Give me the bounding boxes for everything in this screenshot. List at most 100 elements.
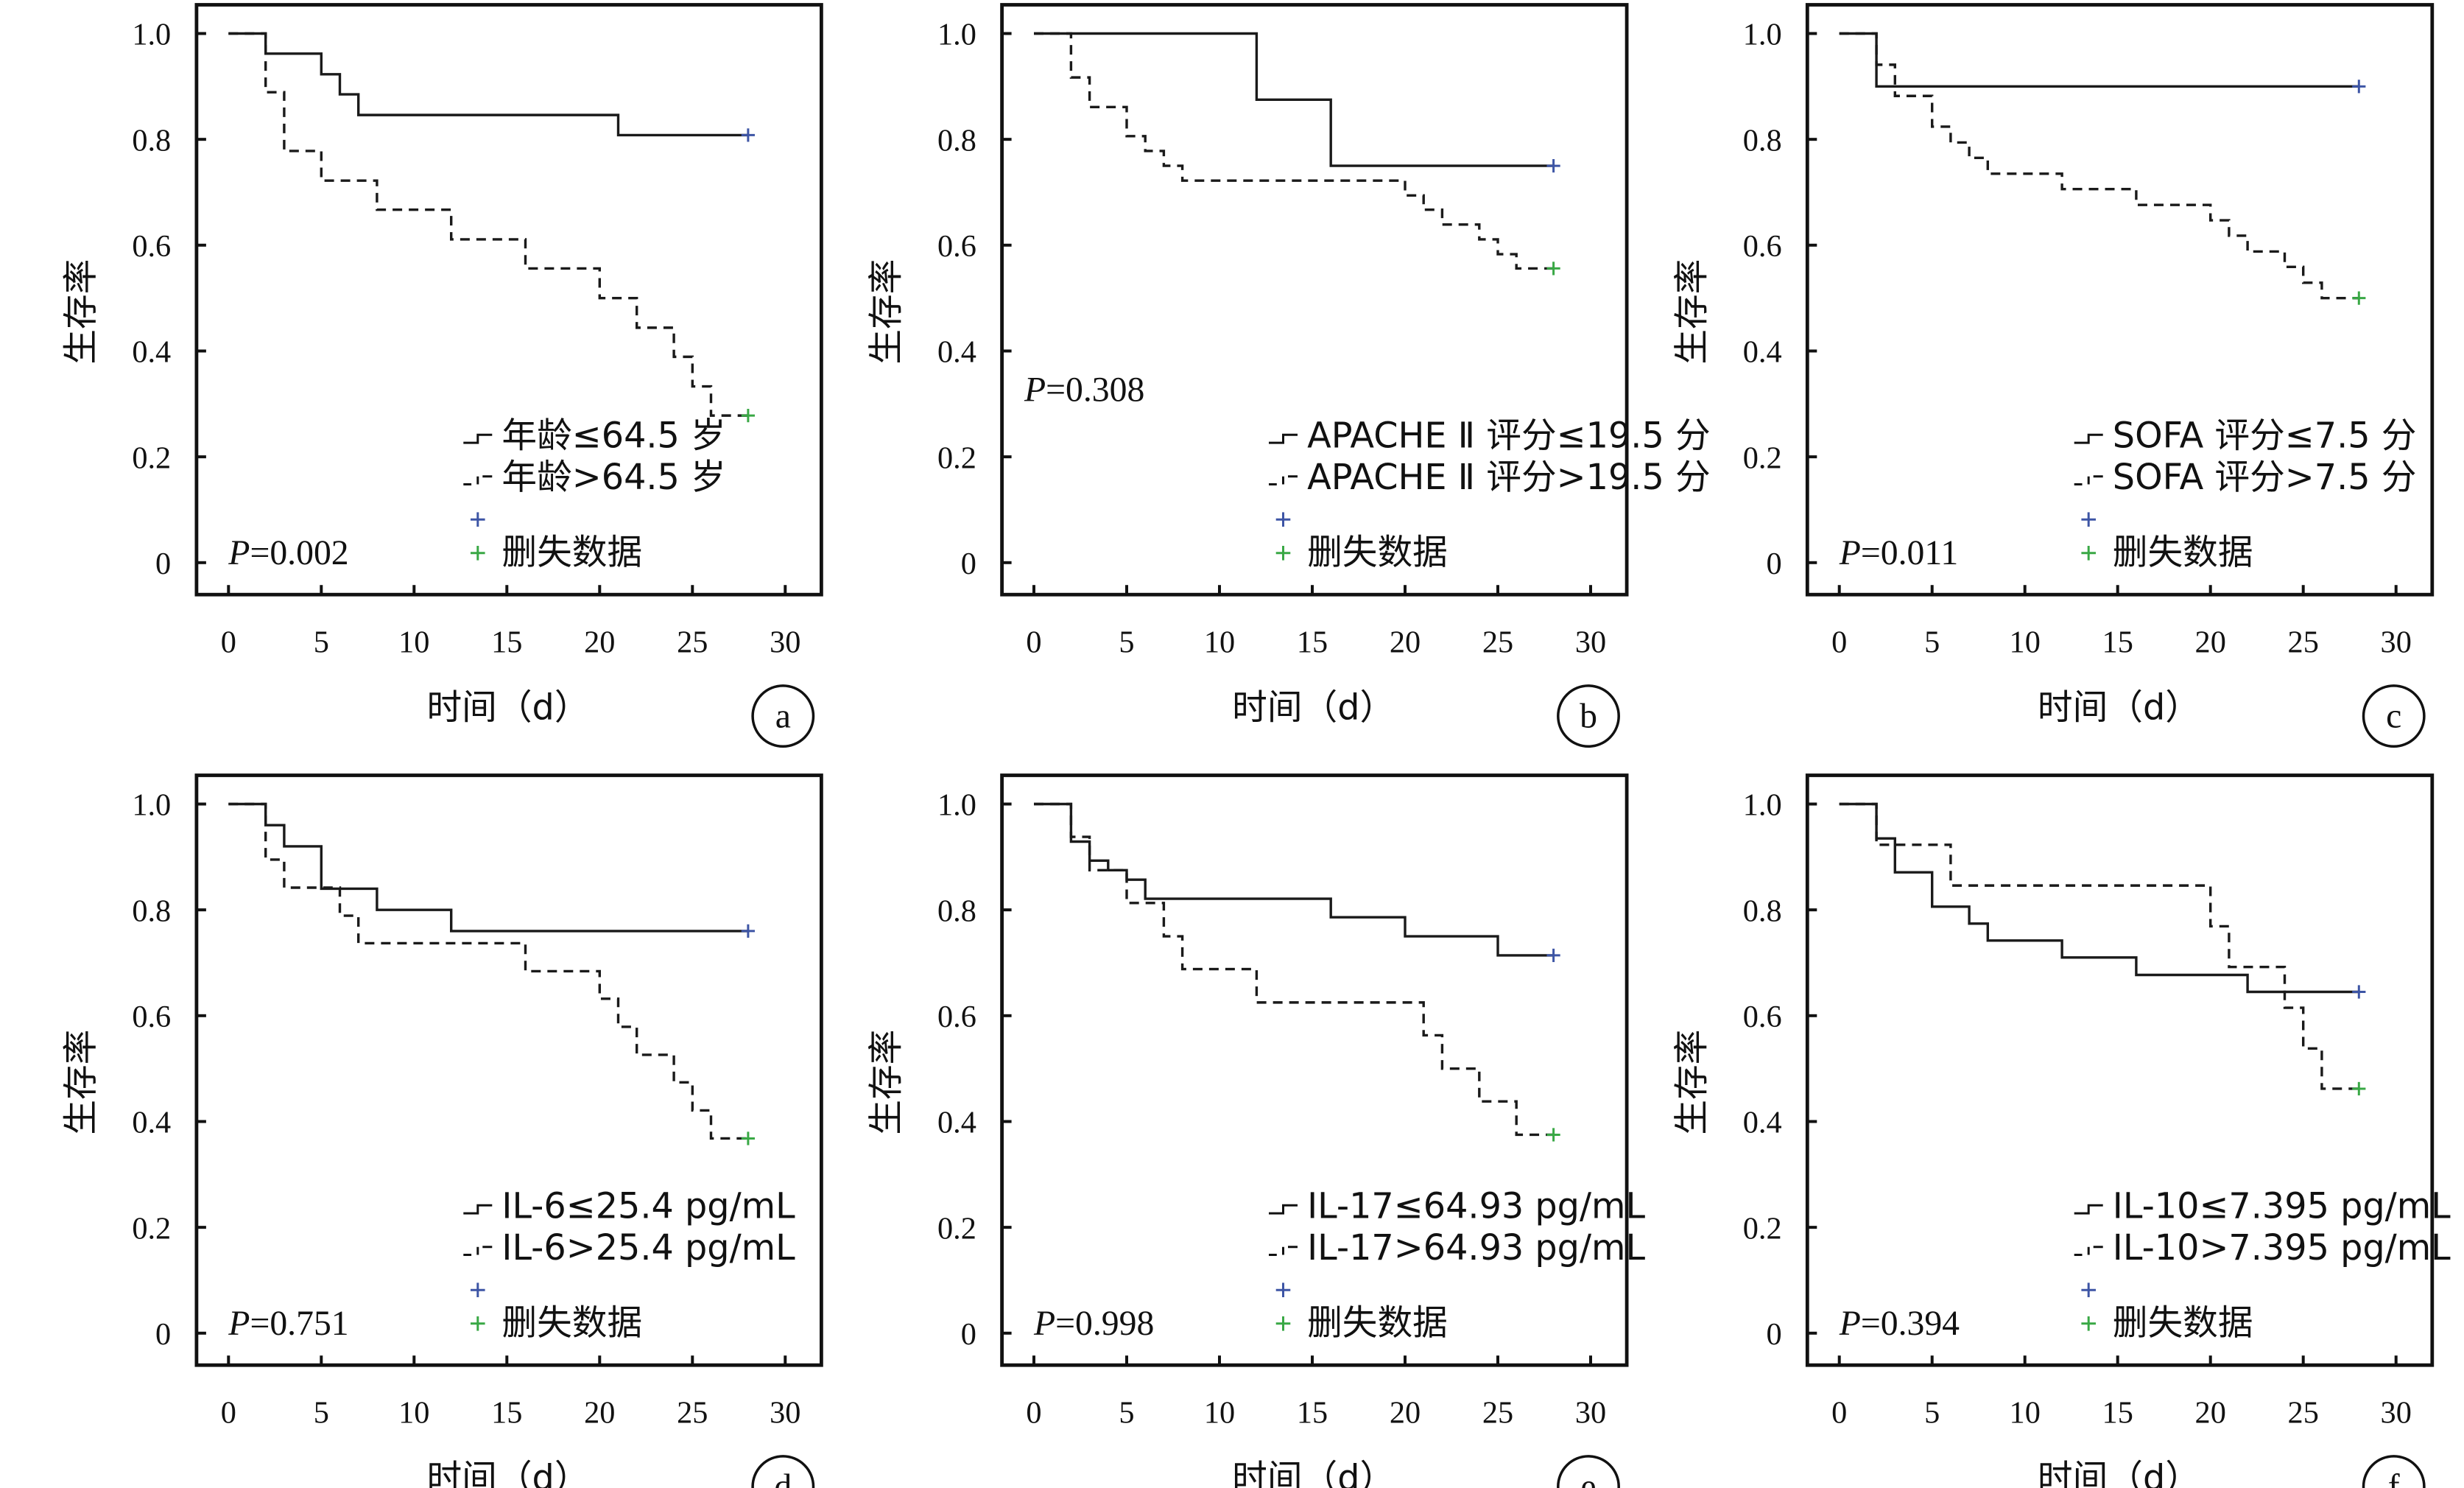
x-tick-label: 30: [770, 625, 800, 659]
x-tick-label: 25: [1482, 625, 1513, 659]
p-symbol: P: [228, 533, 250, 572]
y-tick-label: 0.2: [1743, 441, 1782, 475]
y-tick-label: 0.2: [132, 1211, 171, 1246]
x-tick-label: 15: [1297, 625, 1328, 659]
legend-entry: IL-17≤64.93 pg/mL: [1307, 1187, 1645, 1227]
x-tick-label: 15: [2102, 625, 2133, 659]
x-tick-label: 25: [1482, 1395, 1513, 1430]
censor-mark: [741, 128, 755, 142]
panel-d: 0 0.2 0.4 0.6 0.8 1.0 0 5 10 15 20 25 30 时间（d） 生存率 d IL-…: [61, 773, 823, 1488]
solid-survival-curve: [1034, 32, 1554, 167]
legend-dashed-sample: [1269, 1246, 1298, 1256]
y-tick-label: 0.6: [937, 1000, 976, 1034]
x-tick-label: 30: [1575, 625, 1606, 659]
x-tick-label: 0: [1831, 1395, 1847, 1430]
dashed-survival-curve: [1034, 802, 1554, 1137]
y-tick-label: 0.6: [1743, 229, 1782, 264]
x-axis-label: 时间（d）: [2038, 1459, 2200, 1488]
legend-entry: IL-10≤7.395 pg/mL: [2113, 1187, 2451, 1227]
legend-entry: 删失数据: [2113, 1303, 2253, 1344]
y-tick-label: 0.2: [1743, 1211, 1782, 1246]
y-tick-label: 0.2: [132, 441, 171, 475]
p-value-annotation: P=0.308: [1024, 371, 1144, 410]
legend-solid-sample: [2074, 433, 2103, 444]
p-value: =0.002: [250, 533, 348, 572]
solid-survival-curve: [1839, 802, 2359, 994]
panel-label: d: [774, 1467, 792, 1488]
y-tick-label: 0.8: [1743, 123, 1782, 158]
panel-label-circle: [2362, 684, 2426, 748]
y-axis-label: 生存率: [61, 1030, 102, 1135]
dashed-survival-curve: [228, 32, 748, 417]
censor-mark: [741, 1131, 755, 1145]
legend-entry: 删失数据: [2113, 533, 2253, 573]
solid-survival-curve: [1839, 32, 2359, 88]
x-tick-label: 30: [2381, 1395, 2412, 1430]
legend-entry: 年龄>64.5 岁: [501, 457, 725, 498]
x-tick-label: 25: [2288, 1395, 2319, 1430]
legend-entry: 删失数据: [1307, 1303, 1448, 1344]
y-tick-label: 0.4: [1743, 335, 1782, 370]
y-tick-label: 0.6: [937, 229, 976, 264]
legend-entry: 删失数据: [1307, 533, 1448, 573]
x-tick-label: 5: [1119, 625, 1134, 659]
panel-c: 0 0.2 0.4 0.6 0.8 1.0 0 5 10 15 20 25 30 时间（d） 生存率 c SOF…: [1672, 3, 2435, 748]
x-tick-label: 5: [1119, 1395, 1134, 1430]
panel-label-circle: [1557, 684, 1620, 748]
panel-label-circle: [751, 1455, 815, 1488]
x-tick-label: 10: [2010, 1395, 2041, 1430]
dashed-survival-curve: [1839, 802, 2359, 1090]
x-tick-label: 25: [2288, 625, 2319, 659]
y-tick-label: 0.4: [132, 1106, 171, 1140]
y-tick-label: 0.4: [1743, 1106, 1782, 1140]
legend-dashed-sample: [463, 475, 493, 485]
p-value-annotation: P=0.002: [228, 533, 348, 572]
x-axis-label: 时间（d）: [1232, 1459, 1395, 1488]
censor-mark: [1546, 948, 1560, 963]
legend-entry: APACHE Ⅱ 评分>19.5 分: [1307, 457, 1711, 498]
censor-mark: [2352, 1081, 2366, 1096]
censor-mark: [741, 924, 755, 938]
y-tick-label: 1.0: [132, 788, 171, 823]
legend-entry: IL-6>25.4 pg/mL: [501, 1228, 795, 1268]
y-tick-label: 1.0: [1743, 18, 1782, 52]
x-tick-label: 0: [1026, 1395, 1041, 1430]
x-tick-label: 15: [1297, 1395, 1328, 1430]
y-tick-label: 0: [155, 1317, 171, 1352]
legend-entry: APACHE Ⅱ 评分≤19.5 分: [1307, 416, 1711, 457]
x-tick-label: 5: [1924, 1395, 1940, 1430]
x-tick-label: 30: [770, 1395, 800, 1430]
plot-frame: [194, 3, 823, 597]
x-axis-label: 时间（d）: [426, 1459, 589, 1488]
p-value-annotation: P=0.011: [1839, 533, 1959, 572]
p-symbol: P: [1839, 1304, 1861, 1343]
x-tick-label: 20: [2195, 1395, 2226, 1430]
panel-label-circle: [751, 684, 815, 748]
p-value-annotation: P=0.394: [1839, 1304, 1960, 1343]
x-tick-label: 10: [2010, 625, 2041, 659]
x-axis-label: 时间（d）: [2038, 688, 2200, 729]
plot-frame: [1000, 773, 1629, 1367]
x-tick-label: 25: [677, 1395, 708, 1430]
plot-frame: [194, 773, 823, 1367]
y-axis-label: 生存率: [1672, 1030, 1712, 1135]
x-tick-label: 30: [1575, 1395, 1606, 1430]
x-tick-label: 15: [2102, 1395, 2133, 1430]
y-tick-label: 0.4: [132, 335, 171, 370]
legend-entry: IL-17>64.93 pg/mL: [1307, 1228, 1645, 1268]
legend-entry: IL-10>7.395 pg/mL: [2113, 1228, 2451, 1268]
censor-mark: [2352, 291, 2366, 305]
legend-entry: IL-6≤25.4 pg/mL: [501, 1187, 795, 1227]
y-axis-label: 生存率: [867, 1030, 907, 1135]
x-tick-label: 20: [584, 625, 615, 659]
panel-label: b: [1580, 696, 1597, 735]
panel-label: a: [775, 696, 791, 735]
x-tick-label: 0: [1026, 625, 1041, 659]
plot-frame: [1000, 3, 1629, 597]
legend-entry: 删失数据: [501, 1303, 642, 1344]
panel-label: e: [1580, 1467, 1596, 1488]
legend-entry: 年龄≤64.5 岁: [501, 416, 725, 457]
panel-label-circle: [2362, 1455, 2426, 1488]
y-tick-label: 0.8: [1743, 894, 1782, 928]
y-tick-label: 0.6: [1743, 1000, 1782, 1034]
